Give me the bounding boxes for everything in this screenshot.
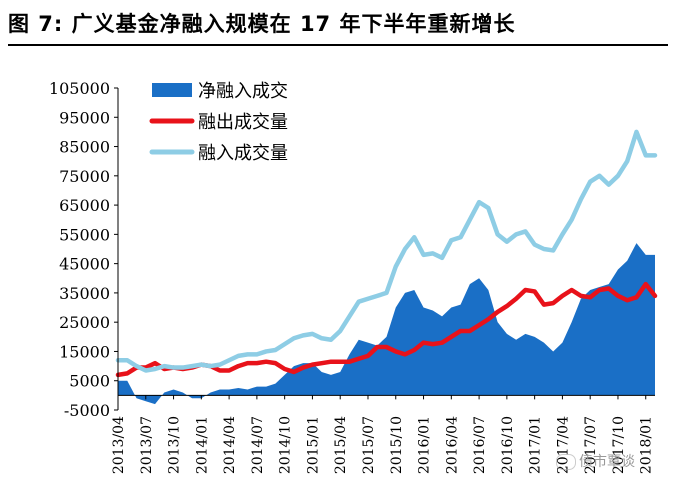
y-tick-label: 15000 <box>59 342 110 361</box>
x-tick-label: 2016/01 <box>417 416 433 474</box>
y-tick-label: 75000 <box>59 167 110 186</box>
title-divider <box>8 44 668 46</box>
y-tick-label: 65000 <box>59 196 110 215</box>
watermark-text: 债市覃谈 <box>579 454 635 470</box>
y-tick-label: 25000 <box>59 313 110 332</box>
y-tick-label: 45000 <box>59 255 110 274</box>
y-tick-label: 55000 <box>59 225 110 244</box>
x-tick-label: 2017/07 <box>583 416 599 474</box>
x-tick-label: 2014/04 <box>222 416 238 474</box>
series-area-net-inflow <box>118 243 655 405</box>
x-tick-label: 2016/10 <box>500 416 516 474</box>
x-tick-label: 2015/10 <box>389 416 405 474</box>
y-tick-label: -5000 <box>64 401 110 420</box>
chart: -5000 5000 15000 25000 35000 45000 55000 65000 7… <box>49 79 658 474</box>
figure-title: 图 7: 广义基金净融入规模在 17 年下半年重新增长 <box>8 12 516 36</box>
x-tick-label: 2017/01 <box>528 416 544 474</box>
y-tick-label: 105000 <box>49 79 110 98</box>
legend-label: 融入成交量 <box>198 143 288 164</box>
x-tick-label: 2015/04 <box>333 416 349 474</box>
legend-label: 净融入成交 <box>198 81 288 102</box>
x-tick-label: 2018/01 <box>639 416 655 474</box>
wechat-icon <box>556 454 576 470</box>
legend-label: 融出成交量 <box>198 112 288 133</box>
watermark: 债市覃谈 <box>556 451 635 471</box>
legend-swatch <box>152 83 192 97</box>
title-bar: 图 7: 广义基金净融入规模在 17 年下半年重新增长 <box>0 0 676 46</box>
x-tick-label: 2013/04 <box>111 416 127 474</box>
x-tick-label: 2013/10 <box>167 416 183 474</box>
x-tick-label: 2017/10 <box>611 416 627 474</box>
x-tick-label: 2016/04 <box>444 416 460 474</box>
x-tick-label: 2014/07 <box>250 416 266 474</box>
x-tick-label: 2016/07 <box>472 416 488 474</box>
x-tick-label: 2014/01 <box>194 416 210 474</box>
x-tick-label: 2014/10 <box>278 416 294 474</box>
y-tick-label: 95000 <box>59 108 110 127</box>
x-tick-label: 2013/07 <box>139 416 155 474</box>
series-line-borrowing-volume <box>115 129 658 373</box>
x-tick-label: 2015/07 <box>361 416 377 474</box>
y-tick-label: 85000 <box>59 138 110 157</box>
y-tick-label: 5000 <box>69 372 110 391</box>
y-tick-label: 35000 <box>59 284 110 303</box>
x-tick-label: 2015/01 <box>305 416 321 474</box>
